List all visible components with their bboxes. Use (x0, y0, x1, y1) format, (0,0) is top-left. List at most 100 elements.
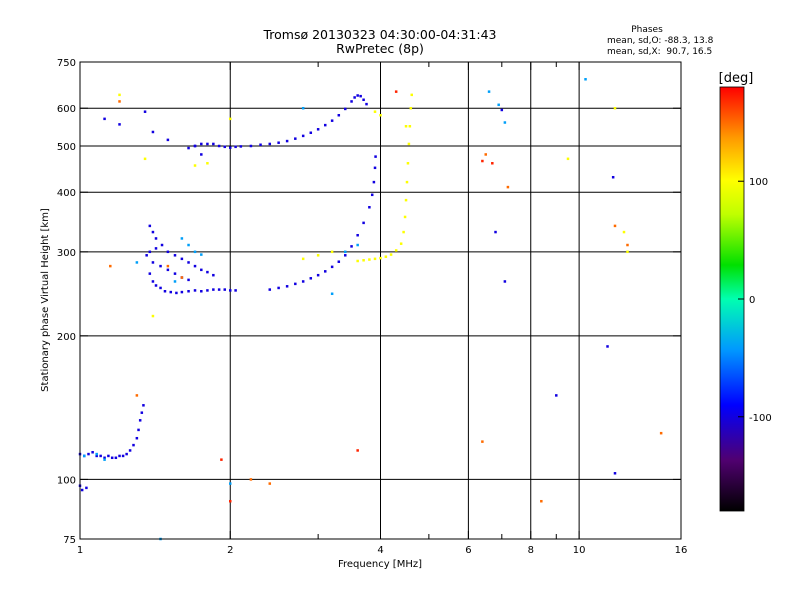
echo-point (330, 119, 334, 122)
echo-point (80, 488, 84, 492)
echo-point (173, 254, 177, 257)
echo-point (180, 290, 184, 294)
echo-point (344, 254, 347, 257)
echo-point (374, 155, 377, 158)
colorbar-tick-label: -100 (749, 413, 772, 424)
echo-point (148, 250, 152, 254)
echo-point (277, 286, 280, 290)
echo-point (151, 280, 155, 283)
chart-subtitle: RwPretec (8p) (336, 41, 424, 56)
echo-point (200, 142, 203, 146)
echo-point (277, 141, 280, 144)
x-tick-label: 16 (675, 545, 688, 556)
echo-point (143, 157, 147, 161)
echo-point (613, 106, 617, 110)
echo-point (316, 128, 320, 131)
echo-point (356, 94, 359, 97)
echo-point (180, 257, 184, 261)
echo-point (389, 253, 393, 256)
colorbar-tick-label: 100 (749, 177, 768, 188)
echo-point (373, 257, 377, 261)
y-tick-label: 750 (57, 58, 76, 69)
echo-point (356, 259, 359, 263)
echo-point (316, 254, 320, 257)
phase-info-heading: Phases (631, 25, 663, 35)
echo-point (128, 449, 132, 452)
echo-point (359, 94, 362, 98)
echo-point (166, 250, 170, 254)
echo-point (394, 249, 398, 252)
x-axis: 1 2 4 6 8 10 16 (77, 62, 688, 556)
echo-point (404, 125, 408, 128)
echo-point (407, 142, 411, 146)
echo-point (138, 419, 142, 422)
echo-point (110, 456, 114, 460)
echo-point (180, 276, 184, 279)
echo-point (234, 289, 237, 292)
echo-point (353, 96, 356, 99)
phase-info-x-mode: mean, sd,X: 90.7, 16.5 (607, 47, 712, 57)
echo-point (373, 110, 377, 113)
echo-point (613, 224, 617, 228)
echo-point (217, 288, 221, 291)
echo-point (206, 142, 209, 146)
echo-point (384, 255, 388, 258)
echo-point (166, 268, 170, 272)
echo-point (503, 121, 507, 124)
y-tick-label: 100 (57, 475, 76, 486)
x-tick-label: 2 (227, 545, 233, 556)
colorbar-label: [deg] (719, 71, 754, 86)
echo-point (301, 280, 305, 283)
echo-point (268, 482, 272, 485)
echo-point (142, 404, 145, 407)
phase-info-o-mode: mean, sd,O: -88.3, 13.8 (607, 36, 714, 46)
y-tick-label: 600 (57, 104, 76, 115)
echo-point (103, 458, 106, 461)
echo-point (99, 454, 102, 458)
echo-point (140, 411, 144, 414)
echo-point (166, 264, 170, 268)
echo-point (344, 250, 347, 254)
y-tick-label: 75 (63, 535, 76, 546)
echo-point (121, 454, 125, 458)
echo-point (151, 230, 155, 234)
data-points (78, 78, 663, 541)
echo-point (379, 113, 382, 117)
echo-point (212, 288, 215, 291)
echo-point (118, 123, 121, 126)
echo-point (370, 193, 374, 197)
echo-point (114, 456, 118, 460)
echo-point (301, 257, 305, 261)
x-tick-label: 6 (465, 545, 471, 556)
echo-point (368, 206, 371, 209)
x-axis-label: Frequency [MHz] (338, 559, 422, 570)
echo-point (350, 100, 353, 103)
echo-point (622, 230, 626, 234)
echo-point (555, 394, 558, 397)
echo-point (160, 243, 164, 247)
echo-point (163, 290, 167, 293)
echo-point (159, 286, 162, 290)
echo-point (330, 265, 334, 269)
echo-point (173, 280, 177, 283)
echo-point (611, 175, 615, 179)
echo-point (362, 259, 365, 262)
echo-point (169, 290, 173, 294)
echo-point (154, 284, 158, 287)
echo-point (268, 288, 272, 291)
echo-point (135, 394, 139, 397)
echo-point (151, 130, 155, 134)
echo-point (107, 454, 110, 458)
echo-point (91, 451, 94, 454)
echo-point (223, 145, 227, 149)
echo-point (187, 290, 190, 293)
echo-point (409, 106, 413, 110)
echo-point (410, 93, 413, 97)
y-axis-label: Stationary phase Virtual Height [km] (40, 208, 51, 392)
echo-point (494, 230, 497, 234)
echo-point (356, 233, 359, 237)
y-tick-label: 300 (57, 248, 76, 259)
echo-point (481, 440, 484, 443)
echo-point (151, 314, 155, 318)
